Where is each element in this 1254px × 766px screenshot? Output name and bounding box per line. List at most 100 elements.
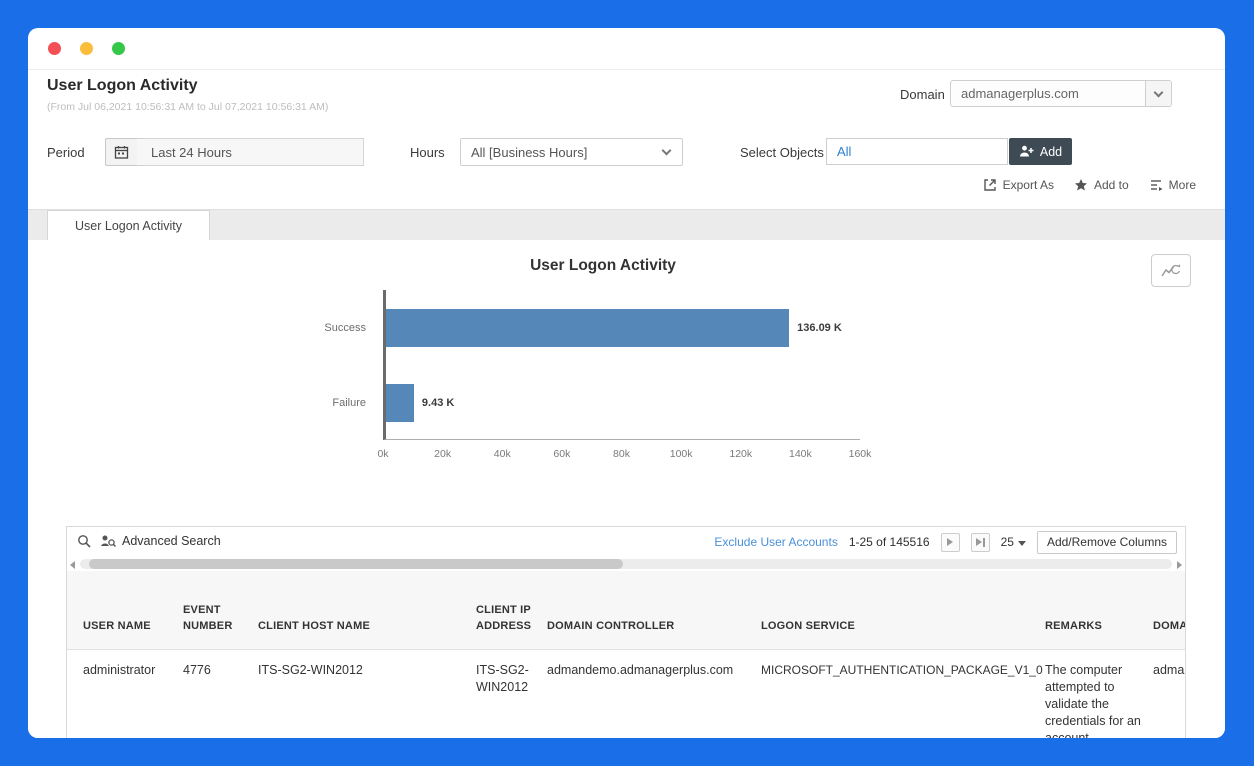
x-axis-tick-label: 40k (493, 448, 511, 460)
period-label: Period (47, 145, 85, 160)
x-axis-tick-label: 100k (669, 448, 693, 460)
report-actions: Export As Add to More (983, 178, 1196, 192)
table-panel: Advanced Search Exclude User Accounts 1-… (66, 526, 1186, 738)
select-objects-label: Select Objects (740, 145, 824, 160)
scroll-left-arrow[interactable] (70, 561, 75, 569)
column-header-domain[interactable]: DOMAIN (1153, 571, 1185, 650)
next-page-button[interactable] (940, 532, 960, 552)
scroll-right-arrow[interactable] (1177, 561, 1182, 569)
table-cell: 4776 (183, 662, 211, 677)
column-search-button[interactable] (77, 534, 92, 549)
page-size-dropdown[interactable]: 25 (1001, 535, 1026, 549)
table-cell: ITS-SG2-WIN2012 (476, 662, 529, 694)
more-label: More (1168, 178, 1196, 192)
calendar-button[interactable] (105, 138, 138, 166)
add-remove-columns-button[interactable]: Add/Remove Columns (1036, 530, 1177, 554)
next-page-icon (947, 538, 954, 546)
results-table: USER NAME EVENT NUMBER CLIENT HOST NAME CLI… (67, 571, 1185, 739)
scrollbar-track[interactable] (80, 559, 1172, 569)
scrollbar-thumb[interactable] (89, 559, 623, 569)
line-chart-refresh-icon (1161, 263, 1181, 276)
pagination-info: 1-25 of 145516 (848, 535, 930, 549)
domain-dropdown-toggle[interactable] (1145, 81, 1171, 106)
report-date-range: (From Jul 06,2021 10:56:31 AM to Jul 07,… (47, 101, 329, 113)
star-icon (1074, 179, 1087, 191)
advanced-search-button[interactable]: Advanced Search (100, 534, 221, 548)
minimize-window-button[interactable] (80, 42, 93, 55)
table-cell: MICROSOFT_AUTHENTICATION_PACKAGE_V1_0 (761, 662, 1043, 677)
export-as-label: Export As (1002, 178, 1054, 192)
period-input[interactable] (137, 138, 364, 166)
column-header-logon-service[interactable]: LOGON SERVICE (761, 571, 1045, 650)
exclude-user-accounts-link[interactable]: Exclude User Accounts (714, 535, 838, 549)
column-header-client-host-name[interactable]: CLIENT HOST NAME (258, 571, 476, 650)
page-title: User Logon Activity (47, 77, 198, 94)
table-header-row: USER NAME EVENT NUMBER CLIENT HOST NAME CLI… (67, 571, 1185, 650)
last-page-bar-icon (982, 537, 985, 547)
column-header-client-ip-address[interactable]: CLIENT IP ADDRESS (476, 571, 547, 650)
report-content: User Logon Activity Success Failure 136.0… (28, 240, 1225, 738)
hours-value: All [Business Hours] (471, 144, 588, 160)
x-axis-tick-label: 80k (613, 448, 630, 460)
table-cell: administrator (83, 662, 156, 677)
last-page-button[interactable] (970, 532, 990, 552)
advanced-search-icon (101, 535, 116, 547)
export-as-button[interactable]: Export As (983, 178, 1054, 192)
table-cell: ITS-SG2-WIN2012 (258, 662, 363, 677)
add-to-button[interactable]: Add to (1074, 178, 1129, 192)
x-axis-tick-label: 60k (553, 448, 571, 460)
chevron-down-icon (1153, 87, 1164, 97)
chart-bar-failure[interactable] (386, 383, 414, 422)
table-cell: The computer attempted to validate the c… (1045, 662, 1141, 739)
domain-label: Domain (900, 87, 945, 102)
chart-category-label: Failure (332, 396, 366, 409)
domain-dropdown[interactable]: admanagerplus.com (950, 80, 1172, 107)
column-header-event-number[interactable]: EVENT NUMBER (183, 571, 258, 650)
table-cell: admandemo.admanagerplus.com (547, 662, 734, 677)
export-icon (983, 179, 996, 191)
hours-label: Hours (410, 145, 445, 160)
chart-type-button[interactable] (1151, 254, 1191, 287)
table-row[interactable]: administrator 4776 ITS-SG2-WIN2012 ITS-SG2-… (67, 649, 1185, 739)
select-objects-input[interactable] (826, 138, 1008, 165)
hours-dropdown[interactable]: All [Business Hours] (460, 138, 683, 166)
column-header-remarks[interactable]: REMARKS (1045, 571, 1153, 650)
tab-bar: User Logon Activity (28, 209, 1225, 241)
last-page-icon (975, 538, 982, 546)
column-header-user-name[interactable]: USER NAME (67, 571, 183, 650)
add-button-label: Add (1039, 144, 1063, 159)
chart-bars: 136.09 K 9.43 K (386, 290, 860, 440)
x-axis-tick-label: 120k (729, 448, 753, 460)
tab-user-logon-activity[interactable]: User Logon Activity (47, 210, 210, 241)
more-icon (1150, 180, 1163, 191)
maximize-window-button[interactable] (112, 42, 125, 55)
x-axis-tick-label: 140k (788, 448, 812, 460)
domain-value: admanagerplus.com (961, 86, 1079, 101)
x-axis-tick-label: 160k (848, 448, 872, 460)
calendar-icon (114, 146, 129, 159)
chart-bar-success[interactable] (386, 308, 790, 347)
table-cell: admanagerplus (1153, 662, 1185, 677)
more-button[interactable]: More (1149, 178, 1196, 192)
page-size-value: 25 (1000, 535, 1014, 549)
chevron-down-icon (661, 145, 672, 156)
horizontal-scrollbar[interactable] (67, 557, 1185, 571)
add-to-label: Add to (1093, 178, 1129, 192)
chart-plot: 136.09 K 9.43 K (383, 290, 860, 440)
pagination-controls: Exclude User Accounts 1-25 of 145516 25 … (714, 530, 1177, 554)
close-window-button[interactable] (48, 42, 61, 55)
chart-categories: Success Failure (283, 290, 375, 440)
x-axis-tick-label: 20k (434, 448, 452, 460)
chart-x-axis-ticks: 0k 20k 40k 60k 80k 100k 120k 140k 160k (377, 448, 871, 462)
table-toolbar: Advanced Search Exclude User Accounts 1-… (67, 527, 1185, 557)
chart-title: User Logon Activity (530, 257, 676, 274)
advanced-search-label: Advanced Search (122, 534, 221, 548)
app-window: User Logon Activity (From Jul 06,2021 10… (28, 28, 1225, 738)
add-objects-button[interactable]: Add (1009, 138, 1072, 165)
search-icon (78, 535, 91, 548)
chart-category-label: Success (324, 321, 366, 334)
person-add-icon (1019, 145, 1034, 157)
chart-bar-band: 9.43 K (386, 365, 860, 440)
column-header-domain-controller[interactable]: DOMAIN CONTROLLER (547, 571, 761, 650)
